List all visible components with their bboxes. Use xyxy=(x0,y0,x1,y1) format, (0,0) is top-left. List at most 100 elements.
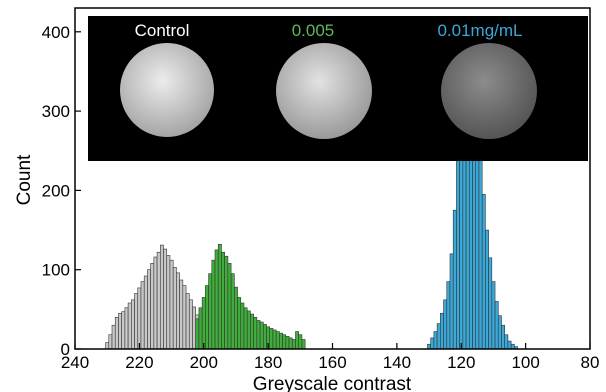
histogram-bar xyxy=(253,316,258,350)
0005-sample-disc xyxy=(276,43,372,139)
x-tick-label: 160 xyxy=(318,353,346,372)
histogram-bar xyxy=(456,158,460,350)
histogram-bar xyxy=(156,251,161,350)
y-tick-label: 300 xyxy=(42,102,70,121)
x-tick-label: 180 xyxy=(254,353,282,372)
histogram-bar xyxy=(478,158,483,350)
histogram-bar xyxy=(179,279,184,350)
histogram-bar xyxy=(440,313,444,350)
y-tick-label: 100 xyxy=(42,261,70,280)
histogram-bar xyxy=(234,286,238,350)
histogram-bar xyxy=(185,293,190,350)
histogram-bar xyxy=(230,273,235,350)
histogram-bar xyxy=(140,281,145,350)
histogram-bar xyxy=(298,334,303,350)
histogram-bar xyxy=(501,324,506,350)
histogram-bar xyxy=(291,339,296,350)
histogram-bar xyxy=(288,337,293,350)
001-sample-disc xyxy=(441,43,537,139)
histogram-bar xyxy=(262,324,267,350)
histogram-bar xyxy=(237,297,242,350)
histogram-bar xyxy=(285,336,290,350)
y-axis-title: Count xyxy=(14,154,35,205)
y-tick-label: 0 xyxy=(61,340,70,359)
series-0-bars xyxy=(105,244,206,350)
histogram-bar xyxy=(127,302,132,350)
y-tick-label: 400 xyxy=(42,23,70,42)
histogram-bar xyxy=(205,285,209,350)
histogram-bar xyxy=(494,301,499,350)
histogram-bar xyxy=(279,332,283,350)
histogram-bar xyxy=(114,316,119,350)
control-sample-disc xyxy=(120,43,214,137)
x-tick-label: 220 xyxy=(125,353,153,372)
histogram-bar xyxy=(105,342,110,350)
x-tick-label: 200 xyxy=(190,353,218,372)
histogram-bar xyxy=(430,337,435,350)
inset-label-control: Control xyxy=(135,21,190,40)
histogram-bar xyxy=(208,273,213,350)
histogram-bar xyxy=(192,306,197,350)
histogram-bar xyxy=(243,307,248,350)
histogram-bar xyxy=(150,263,155,350)
histogram-bar xyxy=(240,302,245,350)
histogram-bar xyxy=(124,307,129,350)
sample-image-inset: Control 0.005 0.01mg/mL xyxy=(88,16,588,161)
histogram-bar xyxy=(221,251,225,350)
histogram-bar xyxy=(217,244,222,350)
x-tick-label: 80 xyxy=(581,353,600,372)
histogram-bar xyxy=(134,293,139,350)
histogram-bar xyxy=(481,194,486,350)
histogram-bar xyxy=(275,331,280,350)
histogram-bar xyxy=(491,281,496,350)
x-tick-label: 240 xyxy=(61,353,89,372)
histogram-bar xyxy=(131,299,135,350)
histogram-bar xyxy=(182,285,187,350)
histogram-bar xyxy=(449,253,454,350)
histogram-bar xyxy=(169,259,174,350)
histogram-bar xyxy=(295,331,300,350)
x-axis-title: Greyscale contrast xyxy=(253,374,412,392)
histogram-bar xyxy=(488,257,493,350)
histogram-bar xyxy=(259,321,264,350)
histogram-bar xyxy=(121,311,126,350)
histogram-bar xyxy=(246,310,251,350)
histogram-bar xyxy=(433,331,438,350)
histogram-bar xyxy=(497,315,502,350)
histogram-bar xyxy=(507,340,512,350)
inset-label-0005: 0.005 xyxy=(292,21,335,40)
histogram-bar xyxy=(108,334,113,350)
histogram-bar xyxy=(452,209,457,350)
histogram-bar xyxy=(211,259,216,350)
histogram-bar xyxy=(256,320,261,350)
histogram-bar xyxy=(153,256,158,350)
histogram-bar xyxy=(227,263,232,350)
series-1-bars xyxy=(195,244,306,350)
histogram-bar xyxy=(269,328,274,350)
histogram-bar xyxy=(147,269,151,350)
histogram-bar xyxy=(198,307,203,350)
x-tick-label: 140 xyxy=(383,353,411,372)
histogram-bar xyxy=(166,255,171,350)
histogram-bar xyxy=(137,287,142,350)
histogram-bar xyxy=(436,323,441,350)
histogram-bar xyxy=(446,281,451,350)
histogram-bar xyxy=(195,318,200,350)
histogram-bar xyxy=(163,248,168,350)
histogram-bar xyxy=(172,267,177,350)
inset-label-001: 0.01mg/mL xyxy=(437,21,522,40)
histogram-bar xyxy=(272,329,277,350)
x-tick-label: 120 xyxy=(447,353,475,372)
x-tick-label: 100 xyxy=(511,353,539,372)
histogram-bar xyxy=(282,334,287,350)
histogram-bar xyxy=(214,249,219,350)
histogram-bar xyxy=(201,297,206,350)
histogram-bar xyxy=(111,324,116,350)
histogram-bar xyxy=(159,244,164,350)
histogram-bar xyxy=(443,299,448,350)
histogram-bar xyxy=(188,299,193,350)
histogram-bar xyxy=(250,313,254,350)
histogram-bar xyxy=(301,339,306,350)
histogram-bar xyxy=(485,229,489,350)
